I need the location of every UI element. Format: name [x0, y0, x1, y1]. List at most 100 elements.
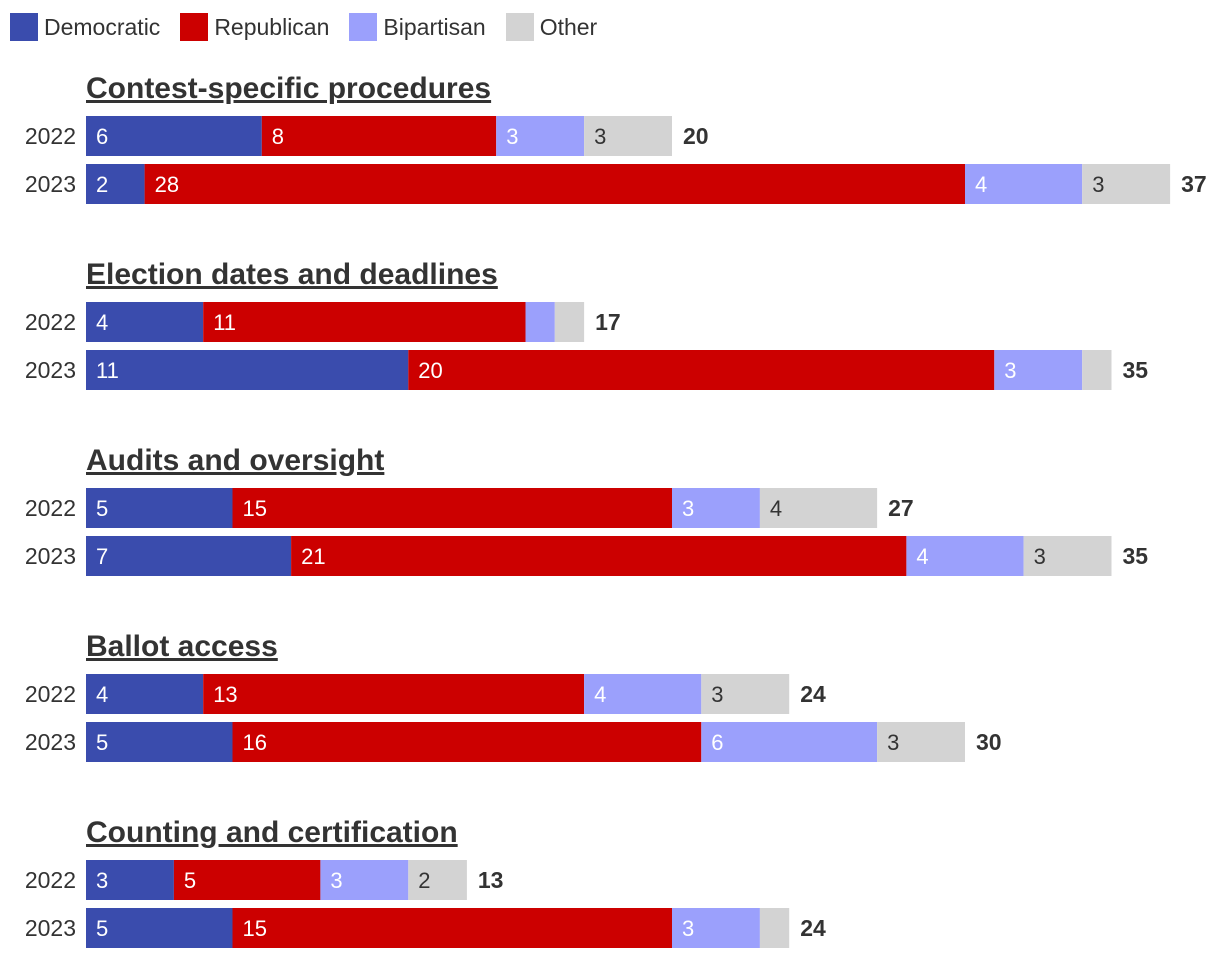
- segment-label-democratic: 5: [96, 916, 108, 941]
- bar-segment-republican: [173, 860, 321, 900]
- year-label: 2023: [25, 915, 76, 941]
- segment-label-republican: 8: [272, 124, 284, 149]
- segment-label-bipartisan: 4: [916, 544, 928, 569]
- bar-segment-republican: [232, 908, 672, 948]
- legend-label-republican: Republican: [214, 13, 330, 40]
- segment-label-democratic: 7: [96, 544, 108, 569]
- bar-segment-other: [1082, 350, 1112, 390]
- bar-segment-democratic: [86, 722, 233, 762]
- total-label: 24: [800, 915, 826, 941]
- bar-segment-democratic: [86, 116, 262, 156]
- bar-segment-bipartisan: [965, 164, 1083, 204]
- total-label: 30: [976, 729, 1002, 755]
- year-label: 2022: [25, 495, 76, 521]
- segment-label-democratic: 5: [96, 730, 108, 755]
- segment-label-republican: 5: [184, 868, 196, 893]
- bar-segment-republican: [291, 536, 907, 576]
- bar-segment-bipartisan: [906, 536, 1024, 576]
- category-title: Audits and oversight: [86, 444, 384, 477]
- bar-segment-other: [584, 116, 672, 156]
- bar-segment-republican: [144, 164, 966, 204]
- category-title: Election dates and deadlines: [86, 258, 498, 291]
- segment-label-democratic: 6: [96, 124, 108, 149]
- total-label: 24: [800, 681, 826, 707]
- segment-label-republican: 13: [213, 682, 237, 707]
- segment-label-other: 3: [1034, 544, 1046, 569]
- segment-label-republican: 15: [243, 496, 267, 521]
- bar-segment-other: [1023, 536, 1112, 576]
- bar-segment-democratic: [86, 302, 204, 342]
- bar-segment-bipartisan: [525, 302, 555, 342]
- legend-swatch-bipartisan: [349, 13, 378, 41]
- total-label: 27: [888, 495, 914, 521]
- legend-label-bipartisan: Bipartisan: [383, 13, 486, 40]
- segment-label-bipartisan: 6: [711, 730, 723, 755]
- bar-segment-bipartisan: [994, 350, 1083, 390]
- year-label: 2022: [25, 309, 76, 335]
- bar-segment-republican: [232, 722, 702, 762]
- segment-label-democratic: 4: [96, 682, 108, 707]
- segment-label-bipartisan: 3: [330, 868, 342, 893]
- bar-segment-republican: [408, 350, 995, 390]
- bar-segment-republican: [232, 488, 672, 528]
- segment-label-bipartisan: 3: [682, 496, 694, 521]
- category-title: Ballot access: [86, 630, 278, 663]
- year-label: 2022: [25, 123, 76, 149]
- legend-swatch-democratic: [10, 13, 38, 41]
- segment-label-bipartisan: 4: [975, 172, 987, 197]
- year-label: 2023: [25, 357, 76, 383]
- total-label: 20: [683, 123, 709, 149]
- bar-segment-other: [759, 488, 878, 528]
- segment-label-other: 3: [594, 124, 606, 149]
- bar-segment-other: [759, 908, 790, 948]
- segment-label-bipartisan: 4: [594, 682, 606, 707]
- segment-label-other: 3: [1092, 172, 1104, 197]
- legend-item-democratic: Democratic: [10, 13, 160, 41]
- chart-legend: Democratic Republican Bipartisan Other: [10, 10, 617, 44]
- segment-label-republican: 20: [418, 358, 442, 383]
- legend-item-bipartisan: Bipartisan: [349, 13, 486, 41]
- bar-segment-democratic: [86, 674, 204, 714]
- total-label: 37: [1181, 171, 1207, 197]
- year-label: 2023: [25, 171, 76, 197]
- segment-label-other: 4: [770, 496, 782, 521]
- segment-label-bipartisan: 3: [1004, 358, 1016, 383]
- segment-label-bipartisan: 3: [682, 916, 694, 941]
- segment-label-republican: 15: [243, 916, 267, 941]
- segment-label-democratic: 4: [96, 310, 108, 335]
- segment-label-other: 3: [711, 682, 723, 707]
- year-label: 2022: [25, 867, 76, 893]
- legend-label-democratic: Democratic: [44, 13, 161, 40]
- total-label: 13: [478, 867, 504, 893]
- bar-segment-republican: [203, 674, 585, 714]
- bar-segment-republican: [261, 116, 497, 156]
- year-label: 2023: [25, 729, 76, 755]
- bar-segment-other: [701, 674, 790, 714]
- bar-segment-other: [408, 860, 467, 900]
- bar-segment-democratic: [86, 488, 233, 528]
- year-label: 2023: [25, 543, 76, 569]
- segment-label-republican: 28: [155, 172, 179, 197]
- segment-label-democratic: 11: [96, 358, 119, 383]
- segment-label-republican: 11: [213, 310, 236, 335]
- segment-label-democratic: 5: [96, 496, 108, 521]
- bar-segment-bipartisan: [584, 674, 702, 714]
- legend-item-other: Other: [505, 13, 597, 41]
- year-label: 2022: [25, 681, 76, 707]
- segment-label-democratic: 3: [96, 868, 108, 893]
- segment-label-bipartisan: 3: [506, 124, 518, 149]
- segment-label-democratic: 2: [96, 172, 108, 197]
- bar-segment-other: [554, 302, 585, 342]
- segment-label-other: 2: [418, 868, 430, 893]
- bar-segment-bipartisan: [672, 488, 760, 528]
- bar-segment-democratic: [86, 860, 174, 900]
- total-label: 35: [1123, 543, 1149, 569]
- bar-segment-bipartisan: [701, 722, 878, 762]
- bar-segment-democratic: [86, 164, 145, 204]
- category-title: Counting and certification: [86, 816, 458, 849]
- bar-segment-bipartisan: [672, 908, 760, 948]
- category-title: Contest-specific procedures: [86, 72, 491, 105]
- bar-segment-democratic: [86, 350, 409, 390]
- legend-swatch-republican: [180, 13, 209, 41]
